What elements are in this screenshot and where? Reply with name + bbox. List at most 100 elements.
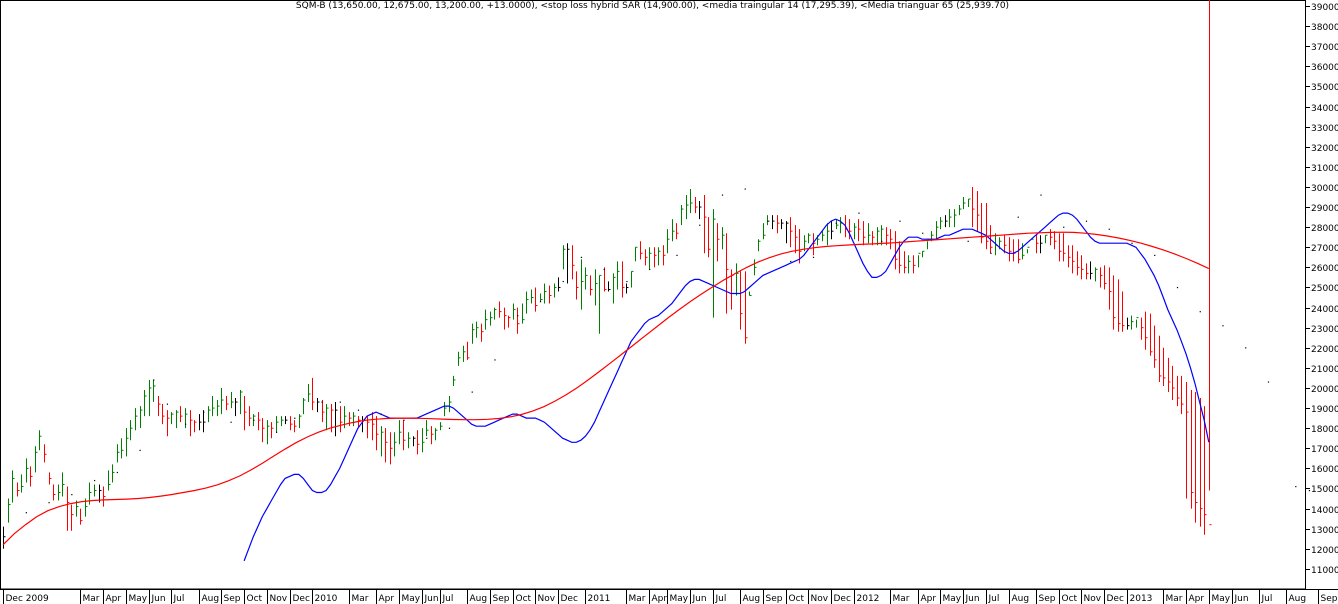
sar-dot bbox=[448, 427, 451, 429]
sar-dot bbox=[426, 437, 428, 439]
sar-dot bbox=[153, 379, 155, 381]
sar-dot bbox=[1199, 311, 1201, 313]
sar-dot bbox=[1295, 485, 1297, 488]
x-tick-label: Jun bbox=[151, 594, 166, 604]
series-line-media-trianguar-65 bbox=[2, 231, 1210, 546]
sar-dot bbox=[1063, 226, 1065, 228]
sar-dot bbox=[676, 254, 678, 257]
y-tick-label: 37000 bbox=[1311, 43, 1338, 53]
sar-dot bbox=[321, 401, 323, 403]
x-tick-label: 2011 bbox=[588, 594, 611, 604]
x-tick-label: Mar bbox=[629, 594, 646, 604]
sar-dot bbox=[1308, 489, 1311, 492]
sar-dot bbox=[380, 413, 382, 415]
sar-dot bbox=[562, 280, 564, 283]
x-tick-label: May bbox=[670, 594, 689, 604]
x-tick-label: Oct bbox=[1062, 594, 1078, 604]
x-tick-label: Dec bbox=[561, 594, 578, 604]
sar-dot bbox=[1267, 381, 1270, 383]
sar-dot bbox=[1154, 254, 1156, 257]
x-tick-label: 2010 bbox=[315, 594, 338, 604]
x-tick-label: Jun bbox=[1234, 594, 1249, 604]
x-tick-label: Nov bbox=[811, 594, 829, 604]
sar-dot bbox=[990, 252, 992, 254]
sar-dot bbox=[899, 220, 901, 222]
y-tick-label: 22000 bbox=[1311, 345, 1338, 355]
y-tick-label: 11000 bbox=[1311, 566, 1338, 576]
x-tick-label: Dec bbox=[1107, 594, 1124, 604]
y-tick-label: 27000 bbox=[1311, 244, 1338, 254]
x-tick-label: Jul bbox=[988, 594, 1000, 604]
sar-dot bbox=[790, 260, 792, 263]
sar-dot bbox=[539, 301, 542, 303]
x-tick-label: Mar bbox=[1166, 594, 1183, 604]
x-tick-label: Sep bbox=[493, 594, 510, 604]
sar-dot bbox=[699, 224, 701, 226]
sar-dot bbox=[835, 222, 837, 224]
x-tick-label: Apr bbox=[921, 594, 937, 604]
y-tick-label: 12000 bbox=[1311, 546, 1338, 556]
x-tick-label: Sep bbox=[224, 594, 241, 604]
y-tick-label: 25000 bbox=[1311, 284, 1338, 294]
sar-dot bbox=[203, 411, 205, 413]
sar-dot bbox=[116, 471, 118, 474]
sar-dot bbox=[721, 194, 724, 196]
x-tick-label: Apr bbox=[106, 594, 122, 604]
x-tick-label: 2012 bbox=[857, 594, 880, 604]
x-tick-label: Jul bbox=[1261, 594, 1273, 604]
x-tick-label: Nov bbox=[538, 594, 556, 604]
sar-dot bbox=[1131, 242, 1133, 244]
sar-dot bbox=[94, 479, 96, 482]
sar-dot bbox=[858, 212, 860, 214]
y-tick-label: 14000 bbox=[1311, 506, 1338, 516]
x-tick-label: Aug bbox=[202, 594, 220, 604]
x-tick-label: Jul bbox=[173, 594, 185, 604]
sar-dot bbox=[471, 391, 473, 393]
sar-dot bbox=[253, 419, 255, 421]
y-tick-label: 15000 bbox=[1311, 485, 1338, 495]
x-tick-label: Oct bbox=[247, 594, 263, 604]
x-tick-label: Dec bbox=[834, 594, 851, 604]
x-tick-label: Dec 2009 bbox=[6, 594, 49, 604]
sar-dot bbox=[1108, 228, 1110, 230]
sar-dot bbox=[1176, 286, 1179, 289]
y-tick-label: 28000 bbox=[1311, 224, 1338, 234]
x-tick-label: Apr bbox=[1189, 594, 1205, 604]
x-tick-label: Jun bbox=[424, 594, 439, 604]
y-tick-label: 29000 bbox=[1311, 204, 1338, 214]
y-tick-label: 20000 bbox=[1311, 385, 1338, 395]
y-tick-label: 39000 bbox=[1311, 3, 1338, 13]
x-tick-label: Jul bbox=[715, 594, 727, 604]
x-tick-label: Aug bbox=[1289, 594, 1307, 604]
sar-dot bbox=[1040, 194, 1042, 196]
x-tick-label: Dec bbox=[293, 594, 310, 604]
sar-dot bbox=[71, 494, 73, 496]
sar-dot bbox=[48, 502, 50, 504]
x-tick-label: 2013 bbox=[1130, 594, 1153, 604]
sar-dot bbox=[922, 232, 924, 234]
y-tick-label: 16000 bbox=[1311, 465, 1338, 475]
x-tick-label: Apr bbox=[652, 594, 668, 604]
y-tick-label: 21000 bbox=[1311, 365, 1338, 375]
x-tick-label: Sep bbox=[766, 594, 783, 604]
x-tick-label: May bbox=[129, 594, 148, 604]
y-tick-label: 33000 bbox=[1311, 124, 1338, 134]
sar-dot bbox=[517, 315, 519, 317]
x-tick-label: Aug bbox=[470, 594, 488, 604]
x-tick-label: Mar bbox=[893, 594, 910, 604]
sar-dot bbox=[881, 240, 883, 242]
x-tick-label: Apr bbox=[379, 594, 395, 604]
x-tick-label: Sep bbox=[1039, 594, 1056, 604]
sar-dot bbox=[166, 403, 168, 405]
y-tick-label: 34000 bbox=[1311, 104, 1338, 114]
x-tick-label: Aug bbox=[1012, 594, 1030, 604]
sar-dot bbox=[1222, 325, 1224, 327]
sar-dot bbox=[967, 240, 969, 242]
x-tick-label: Oct bbox=[516, 594, 532, 604]
x-tick-label: Aug bbox=[743, 594, 761, 604]
sar-dot bbox=[294, 417, 296, 419]
y-tick-label: 13000 bbox=[1311, 526, 1338, 536]
x-tick-label: Mar bbox=[352, 594, 369, 604]
sar-dot bbox=[494, 359, 496, 361]
x-tick-label: Nov bbox=[1084, 594, 1102, 604]
